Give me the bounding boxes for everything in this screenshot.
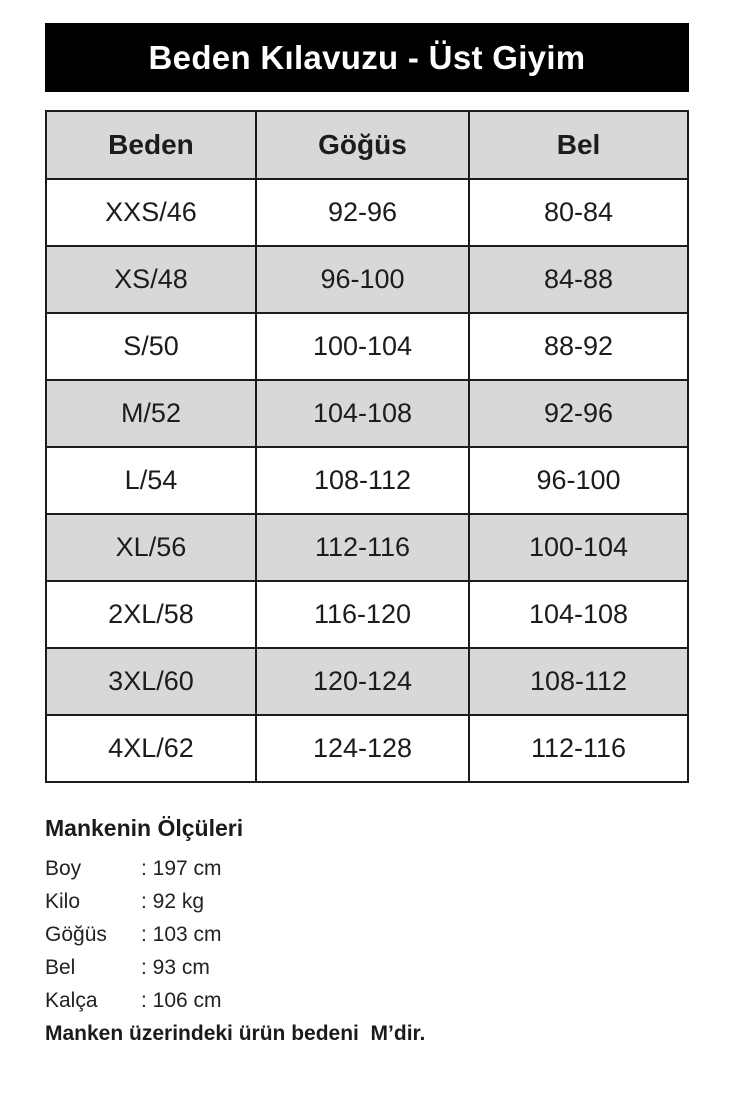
table-cell: 92-96 [254,178,471,247]
measurement-value: : 197 cm [141,857,222,880]
measurement-row: Göğüs : 103 cm [45,918,689,951]
table-cell: 116-120 [254,580,471,649]
measurement-value: : 93 cm [141,956,210,979]
table-cell: L/54 [45,446,257,515]
measurement-row: Kilo : 92 kg [45,885,689,918]
model-measurements-section: Mankenin Ölçüleri Boy : 197 cm Kilo : 92 kg… [45,815,689,1051]
table-cell: 112-116 [254,513,471,582]
title-bar: Beden Kılavuzu - Üst Giyim [45,23,689,92]
table-cell: 92-96 [468,379,689,448]
size-table: Beden Göğüs Bel XXS/46 92-96 80-84 XS/48 96-… [45,110,689,783]
table-cell: XXS/46 [45,178,257,247]
measurement-label: Bel [45,956,76,979]
table-row: 3XL/60 120-124 108-112 [45,647,689,716]
table-cell: XS/48 [45,245,257,314]
measurement-row: Boy : 197 cm [45,852,689,885]
size-guide-page: Beden Kılavuzu - Üst Giyim Beden Göğüs B… [45,23,689,1051]
table-cell: 104-108 [254,379,471,448]
measurement-row: Kalça : 106 cm [45,984,689,1017]
table-cell: 100-104 [254,312,471,381]
measurement-value: : 92 kg [141,890,205,913]
model-measurements-heading: Mankenin Ölçüleri [45,815,244,841]
measurement-label: Göğüs [45,923,107,946]
table-row: 2XL/58 116-120 104-108 [45,580,689,649]
table-cell: 84-88 [468,245,689,314]
table-cell: 2XL/58 [45,580,257,649]
table-row: XS/48 96-100 84-88 [45,245,689,314]
page-title: Beden Kılavuzu - Üst Giyim [148,38,586,76]
table-cell: 96-100 [468,446,689,515]
table-cell: 124-128 [254,714,471,783]
column-header-gogus: Göğüs [254,110,471,180]
measurement-label: Boy [45,857,82,880]
header-row: Beden Göğüs Bel [45,110,689,180]
size-table-header: Beden Göğüs Bel [45,110,689,180]
measurement-row: Bel : 93 cm [45,951,689,984]
table-cell: 80-84 [468,178,689,247]
table-row: XXS/46 92-96 80-84 [45,178,689,247]
measurement-value: : 106 cm [141,989,222,1012]
table-row: S/50 100-104 88-92 [45,312,689,381]
column-header-bel: Bel [468,110,689,180]
table-cell: 4XL/62 [45,714,257,783]
table-row: XL/56 112-116 100-104 [45,513,689,582]
model-measurements-list: Boy : 197 cm Kilo : 92 kg Göğüs : 103 cm Bel : … [45,852,689,1017]
table-cell: 108-112 [254,446,471,515]
measurement-label: Kilo [45,890,81,913]
table-cell: XL/56 [45,513,257,582]
table-cell: 3XL/60 [45,647,257,716]
measurement-label: Kalça [45,989,98,1012]
table-cell: 112-116 [468,714,689,783]
size-table-body: XXS/46 92-96 80-84 XS/48 96-100 84-88 S/50 100-… [45,178,689,783]
table-row: L/54 108-112 96-100 [45,446,689,515]
table-cell: 120-124 [254,647,471,716]
table-cell: 108-112 [468,647,689,716]
table-cell: 96-100 [254,245,471,314]
measurement-value: : 103 cm [141,923,222,946]
table-row: M/52 104-108 92-96 [45,379,689,448]
column-header-beden: Beden [45,110,257,180]
table-row: 4XL/62 124-128 112-116 [45,714,689,783]
table-cell: 88-92 [468,312,689,381]
product-size-note: Manken üzerindeki ürün bedeni M’dir. [45,1022,426,1045]
table-cell: 104-108 [468,580,689,649]
table-cell: S/50 [45,312,257,381]
table-cell: 100-104 [468,513,689,582]
table-cell: M/52 [45,379,257,448]
